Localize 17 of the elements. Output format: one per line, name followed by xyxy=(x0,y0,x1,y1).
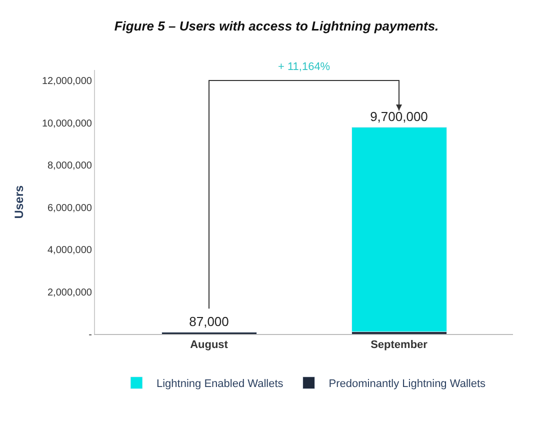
y-tick-label: - xyxy=(88,330,92,340)
y-axis-title: Users xyxy=(12,184,26,219)
y-tick-label: 4,000,000 xyxy=(48,245,92,256)
legend-label: Predominantly Lightning Wallets xyxy=(328,378,486,390)
data-label: 9,700,000 xyxy=(370,109,428,124)
y-tick-label: 6,000,000 xyxy=(48,202,92,214)
legend-label: Lightning Enabled Wallets xyxy=(156,378,284,390)
annotation: + 11,164% xyxy=(278,61,330,73)
x-tick-label: September xyxy=(370,339,428,352)
y-tick-label: 8,000,000 xyxy=(48,160,92,172)
chart-title: Figure 5 – Users with access to Lightning payments. xyxy=(114,18,439,34)
y-tick-label: 2,000,000 xyxy=(48,287,92,298)
bar xyxy=(351,126,447,332)
data-label: 87,000 xyxy=(189,314,229,330)
y-tick-label: 12,000,000 xyxy=(42,76,92,88)
x-tick-label: August xyxy=(190,339,228,352)
y-tick-label: 10,000,000 xyxy=(42,118,92,130)
